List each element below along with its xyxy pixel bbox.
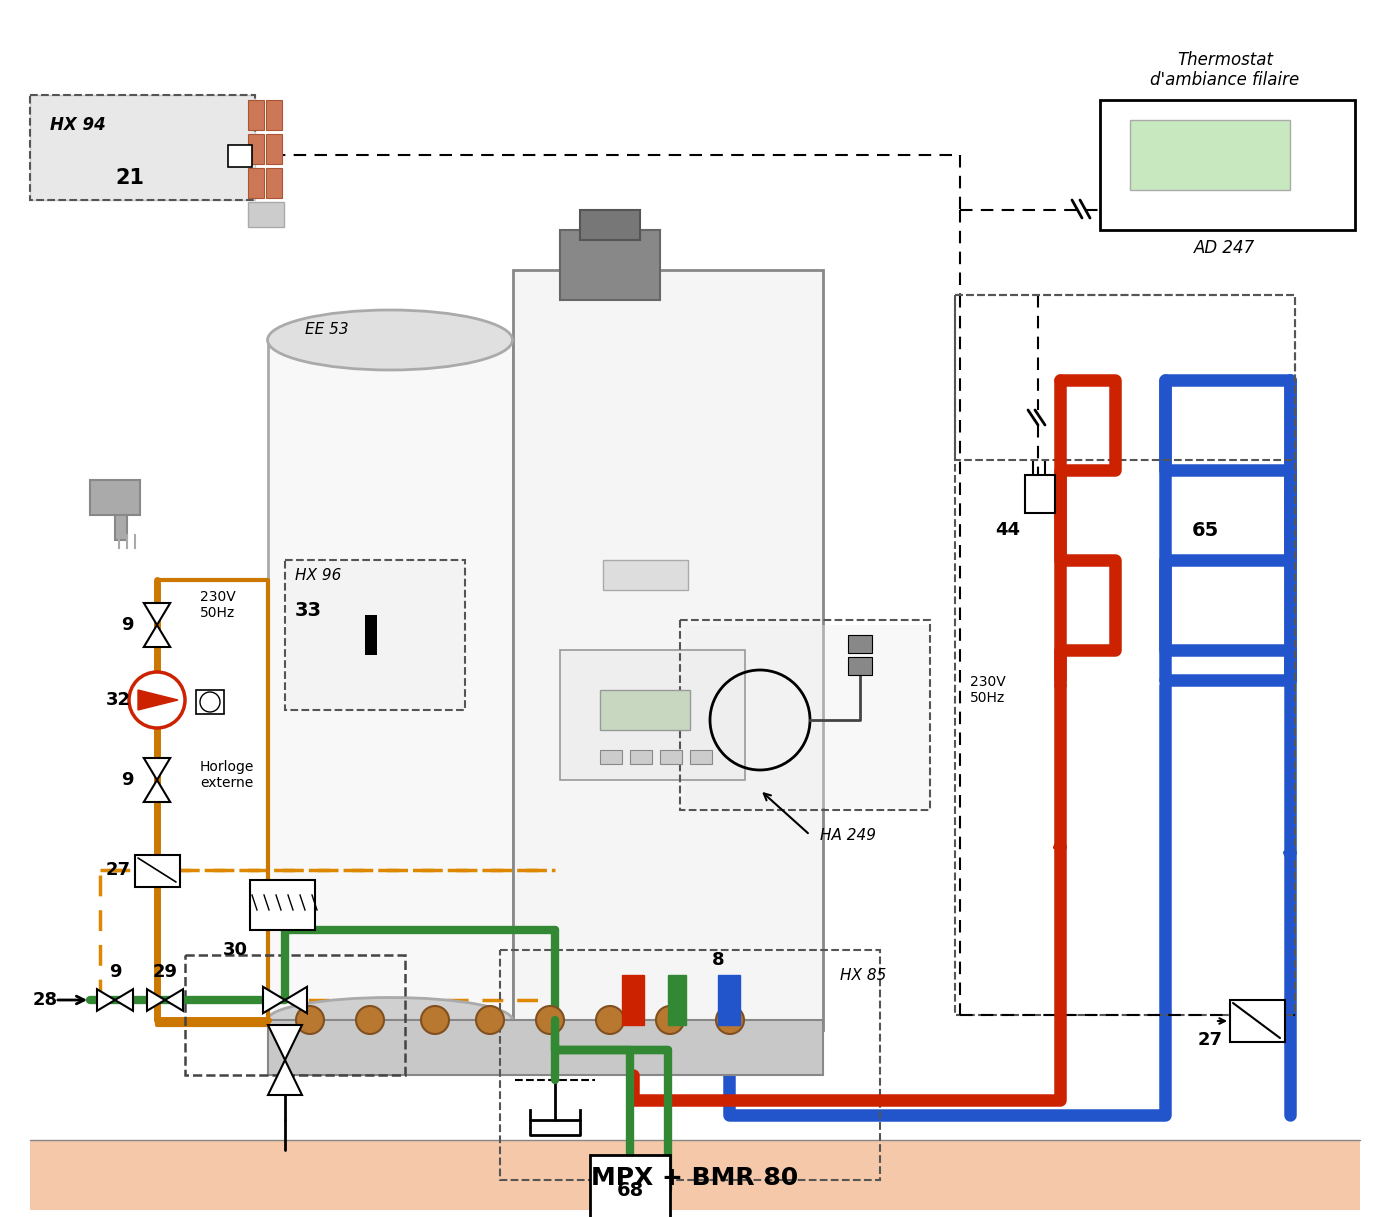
Bar <box>600 750 622 764</box>
Polygon shape <box>148 989 166 1011</box>
Text: EE 53: EE 53 <box>305 323 348 337</box>
Bar <box>251 880 315 930</box>
Polygon shape <box>116 989 134 1011</box>
Bar <box>31 1140 1360 1210</box>
Bar <box>500 950 880 1180</box>
Polygon shape <box>143 626 170 647</box>
Bar <box>185 955 405 1075</box>
Bar <box>266 100 283 130</box>
Text: HX 94: HX 94 <box>50 116 106 134</box>
Bar <box>631 750 651 764</box>
Bar <box>248 134 264 164</box>
Bar <box>1100 100 1354 230</box>
Circle shape <box>715 1006 743 1034</box>
Circle shape <box>420 1006 450 1034</box>
Bar <box>560 230 660 301</box>
Circle shape <box>596 1006 624 1034</box>
Polygon shape <box>269 1060 302 1095</box>
Text: 8: 8 <box>711 950 724 969</box>
Text: 230V
50Hz: 230V 50Hz <box>200 590 235 621</box>
Polygon shape <box>166 989 182 1011</box>
Bar <box>681 619 930 811</box>
Text: AD 247: AD 247 <box>1194 239 1256 257</box>
Text: 9: 9 <box>121 616 134 634</box>
Polygon shape <box>269 1025 302 1060</box>
Bar <box>285 560 465 710</box>
Bar <box>622 975 644 1025</box>
Text: 9: 9 <box>121 772 134 789</box>
Text: 32: 32 <box>106 691 131 710</box>
Bar <box>848 635 871 654</box>
Bar <box>248 202 284 228</box>
Ellipse shape <box>267 998 512 1043</box>
Text: 29: 29 <box>153 963 178 981</box>
Bar <box>560 650 745 780</box>
Bar <box>690 750 711 764</box>
Text: 33: 33 <box>295 600 322 619</box>
Text: 27: 27 <box>1197 1031 1222 1049</box>
Bar <box>668 975 686 1025</box>
Bar <box>31 95 255 200</box>
Circle shape <box>656 1006 683 1034</box>
Ellipse shape <box>267 310 512 370</box>
Text: HX 85: HX 85 <box>839 968 887 982</box>
Bar <box>285 560 465 710</box>
Polygon shape <box>285 987 308 1014</box>
Bar <box>116 515 127 540</box>
Text: MPX + BMR 80: MPX + BMR 80 <box>592 1166 799 1190</box>
Circle shape <box>476 1006 504 1034</box>
Text: HA 249: HA 249 <box>820 828 876 842</box>
Bar <box>580 211 640 240</box>
Bar <box>266 168 283 198</box>
Bar <box>955 295 1295 460</box>
Text: HX 96: HX 96 <box>295 567 341 583</box>
Polygon shape <box>138 690 178 710</box>
Polygon shape <box>143 602 170 626</box>
Text: 21: 21 <box>116 168 145 187</box>
Polygon shape <box>143 780 170 802</box>
Bar <box>514 270 823 1030</box>
Bar <box>365 615 377 655</box>
Polygon shape <box>263 987 285 1014</box>
Bar <box>248 168 264 198</box>
Bar <box>90 479 141 515</box>
Bar <box>590 1155 670 1217</box>
Bar <box>269 340 514 1020</box>
Bar <box>1025 475 1055 514</box>
Bar <box>718 975 741 1025</box>
Text: Thermostat
d'ambiance filaire: Thermostat d'ambiance filaire <box>1150 51 1300 89</box>
Text: Horloge
externe: Horloge externe <box>200 759 255 790</box>
Circle shape <box>129 672 185 728</box>
Bar <box>603 560 688 590</box>
Bar <box>1231 1000 1285 1042</box>
Polygon shape <box>97 989 116 1011</box>
Text: 230V
50Hz: 230V 50Hz <box>970 675 1006 705</box>
Bar <box>1130 120 1290 190</box>
Bar <box>848 657 871 675</box>
Text: 44: 44 <box>995 521 1020 539</box>
Bar <box>955 295 1295 1015</box>
Bar <box>196 690 224 714</box>
Bar <box>135 856 180 887</box>
Bar <box>248 100 264 130</box>
Bar <box>228 145 252 167</box>
Bar <box>269 1020 823 1075</box>
Circle shape <box>356 1006 384 1034</box>
Text: 30: 30 <box>223 941 248 959</box>
Text: 9: 9 <box>109 963 121 981</box>
Bar <box>660 750 682 764</box>
Circle shape <box>296 1006 324 1034</box>
Bar <box>266 134 283 164</box>
Text: 27: 27 <box>106 860 131 879</box>
Bar <box>685 626 930 808</box>
Bar <box>600 690 690 730</box>
Polygon shape <box>143 758 170 780</box>
Bar <box>31 95 255 200</box>
Text: 28: 28 <box>32 991 57 1009</box>
Circle shape <box>536 1006 564 1034</box>
Text: 68: 68 <box>617 1180 643 1200</box>
Text: 65: 65 <box>1192 521 1218 539</box>
